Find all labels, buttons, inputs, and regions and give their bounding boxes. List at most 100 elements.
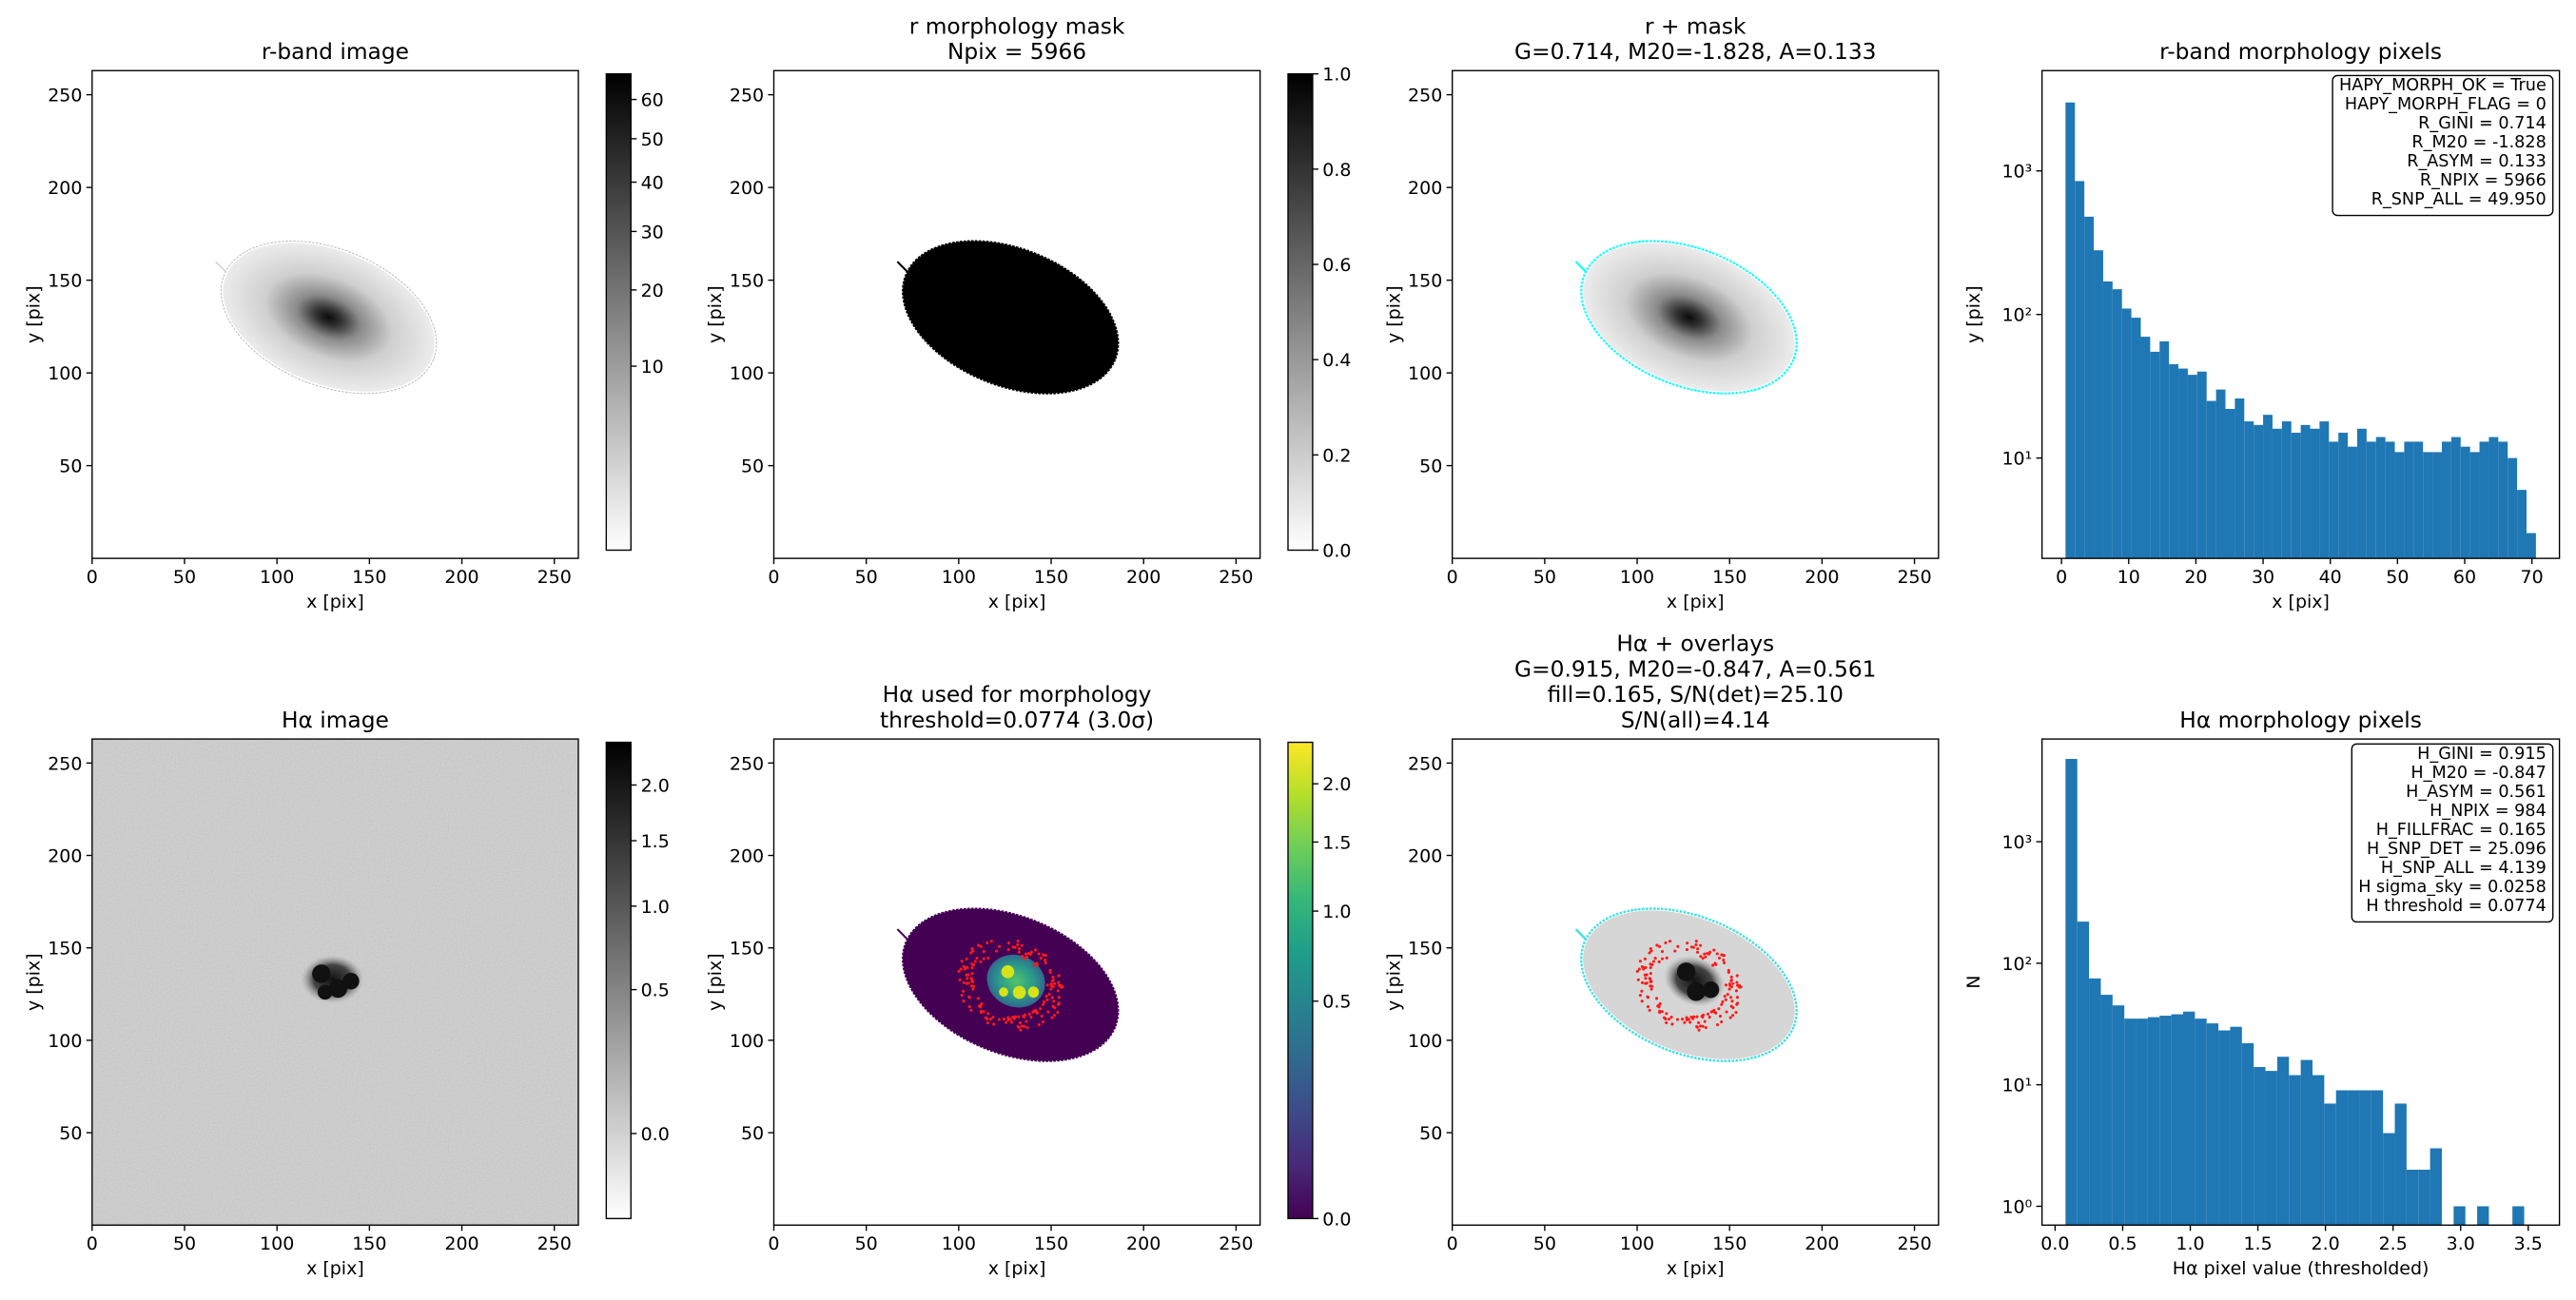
detection-pixel: [1043, 999, 1046, 1004]
detection-pixel: [1729, 975, 1733, 979]
x-tick-label: 50: [173, 567, 196, 588]
x-axis-label: Hα pixel value (thresholded): [2173, 1258, 2430, 1279]
panel-title: r morphology mask: [909, 13, 1125, 39]
detection-pixel: [1017, 1015, 1021, 1019]
x-tick-label: 150: [352, 1233, 386, 1254]
detection-pixel: [1022, 1015, 1025, 1019]
x-tick-label: 2.0: [2312, 1233, 2340, 1254]
x-tick-label: 100: [942, 1233, 976, 1254]
detection-pixel: [1636, 978, 1640, 981]
halpha-knot: [999, 987, 1008, 998]
detection-pixel: [982, 957, 986, 960]
panel-title: Hα image: [282, 708, 389, 733]
hist-bar: [2310, 428, 2320, 559]
detection-pixel: [1638, 960, 1642, 963]
hist-bar: [2112, 1005, 2125, 1226]
galaxy-image: [896, 907, 1120, 1062]
y-tick-label: 100: [48, 1031, 82, 1052]
detection-pixel: [1725, 1010, 1728, 1014]
x-tick-label: 10: [2117, 567, 2140, 588]
x-tick-label: 200: [1805, 1233, 1839, 1254]
mask-tail: [896, 261, 908, 273]
detection-pixel: [1696, 947, 1700, 951]
detection-pixel: [1729, 1004, 1733, 1008]
y-axis-label: N: [1963, 976, 1984, 989]
x-tick-label: 100: [260, 567, 294, 588]
y-tick-label: 100: [730, 1031, 764, 1052]
detection-pixel: [1735, 980, 1739, 984]
y-tick-label: 150: [48, 939, 82, 960]
detection-pixel: [1034, 948, 1038, 952]
detection-pixel: [979, 944, 983, 948]
detection-pixel: [1637, 967, 1641, 971]
y-tick-label: 50: [59, 1123, 82, 1144]
panel-title: G=0.915, M20=-0.847, A=0.561: [1514, 656, 1876, 682]
detection-pixel: [1731, 981, 1735, 985]
detection-pixel: [1703, 1019, 1707, 1023]
detection-pixel: [1051, 975, 1055, 979]
x-axis-label: x [pix]: [988, 592, 1046, 612]
detection-pixel: [1009, 1020, 1014, 1024]
detection-pixel: [1044, 954, 1047, 958]
x-tick-label: 0.0: [2040, 1233, 2069, 1254]
hist-bar: [2430, 1148, 2442, 1226]
x-tick-label: 250: [1897, 1233, 1931, 1254]
detection-pixel: [972, 963, 976, 967]
y-tick-label: 150: [48, 271, 82, 292]
detection-pixel: [1643, 957, 1647, 960]
x-tick-label: 50: [855, 1233, 878, 1254]
hist-bar: [2100, 995, 2113, 1226]
panel-title: Hα morphology pixels: [2179, 708, 2422, 733]
detection-pixel: [1726, 993, 1729, 997]
x-tick-label: 50: [855, 567, 878, 588]
colorbar-tick-label: 0.5: [1322, 992, 1351, 1013]
hist-bar: [2147, 1017, 2160, 1226]
hist-bar: [2196, 371, 2207, 559]
panel-title: r + mask: [1645, 13, 1747, 39]
hist-bar: [2263, 415, 2273, 559]
detection-pixel: [1011, 945, 1015, 949]
detection-pixel: [1701, 957, 1705, 960]
detection-pixel: [971, 984, 976, 988]
detection-pixel: [1654, 997, 1659, 1000]
detection-pixel: [1049, 983, 1054, 988]
panel-title: S/N(all)=4.14: [1621, 708, 1770, 733]
x-tick-label: 100: [942, 567, 976, 588]
y-axis-label: y [pix]: [24, 285, 45, 343]
hist-bar: [2075, 181, 2085, 559]
x-tick-label: 40: [2319, 567, 2342, 588]
detection-pixel: [1713, 1011, 1717, 1015]
y-tick-label: 100: [1408, 1031, 1442, 1052]
detection-pixel: [1012, 1017, 1017, 1020]
hist-bar: [2159, 340, 2170, 559]
x-tick-label: 150: [1034, 567, 1068, 588]
y-tick-label: 250: [48, 86, 82, 107]
stats-line: R_SNP_ALL = 49.950: [2371, 190, 2547, 209]
halpha-knot: [342, 972, 360, 990]
colorbar-tick-label: 2.0: [1322, 774, 1351, 795]
detection-pixel: [1646, 1005, 1650, 1009]
detection-pixel: [1723, 995, 1727, 999]
galaxy-image: [1574, 907, 1798, 1062]
hist-bar: [2065, 102, 2076, 559]
detection-pixel: [1025, 1019, 1028, 1023]
mask-tail: [1574, 928, 1587, 941]
detection-pixel: [1025, 1026, 1029, 1030]
detection-pixel: [1050, 1016, 1054, 1019]
detection-pixel: [1061, 985, 1064, 989]
detection-pixel: [986, 1017, 989, 1021]
detection-pixel: [1729, 996, 1733, 999]
detection-pixel: [986, 941, 989, 944]
hist-bar: [2441, 441, 2451, 559]
x-tick-label: 0.5: [2108, 1233, 2137, 1254]
hist-bar: [2178, 368, 2188, 559]
hist-bar: [2272, 428, 2282, 559]
hist-bar: [2254, 424, 2264, 559]
detection-pixel: [1655, 943, 1659, 947]
detection-pixel: [1688, 1020, 1692, 1024]
panel-title: r-band morphology pixels: [2159, 39, 2442, 65]
y-tick-label: 150: [730, 271, 764, 292]
detection-pixel: [1031, 1010, 1035, 1014]
y-tick-label: 200: [1408, 845, 1442, 866]
